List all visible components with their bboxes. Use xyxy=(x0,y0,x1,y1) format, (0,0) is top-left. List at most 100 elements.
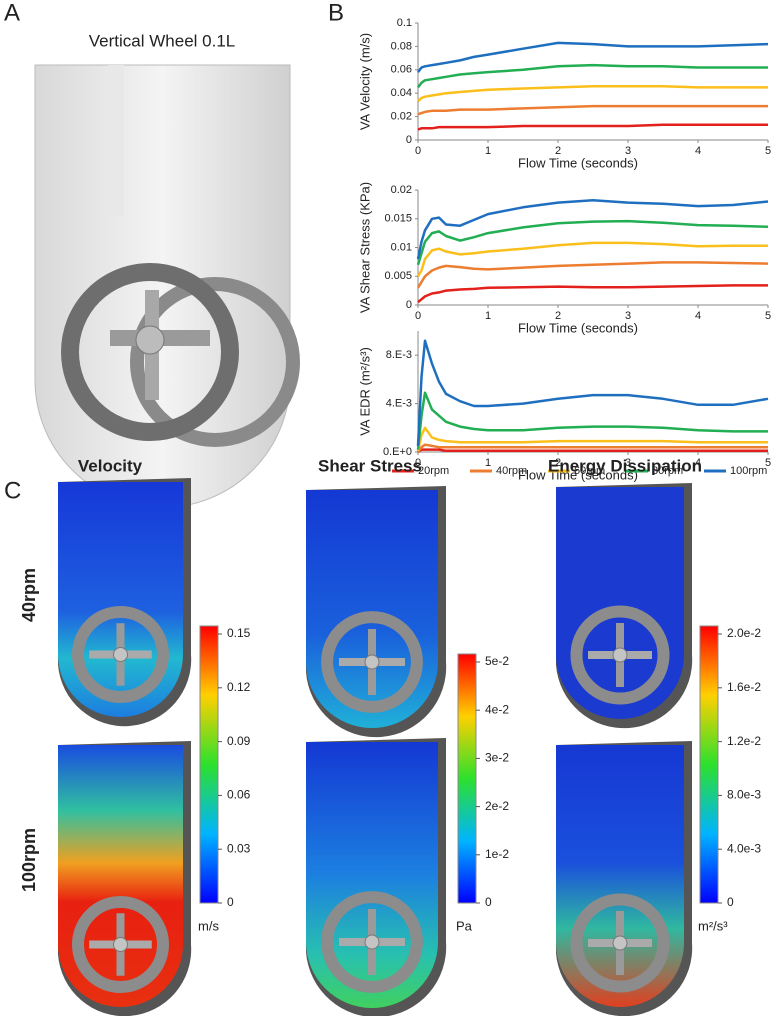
colorbar-tick-label: 0 xyxy=(727,895,734,909)
contour-render xyxy=(556,483,693,729)
hub xyxy=(364,934,380,950)
legend-label: 100rpm xyxy=(730,465,767,477)
row-label: 100rpm xyxy=(19,828,39,892)
colorbar-tick-label: 2e-2 xyxy=(485,799,509,813)
wheel-rim xyxy=(321,611,423,713)
x-tick-label: 1 xyxy=(485,310,491,322)
x-tick-label: 2 xyxy=(555,310,561,322)
colorbar xyxy=(457,653,477,904)
x-tick-label: 0 xyxy=(415,457,421,469)
x-tick-label: 2 xyxy=(555,145,561,157)
y-tick-label: 0.E+0 xyxy=(383,446,412,458)
hub xyxy=(612,935,628,951)
y-tick-label: 0.02 xyxy=(391,184,412,196)
contour-render xyxy=(306,738,447,1016)
y-tick-label: 0 xyxy=(406,299,412,311)
x-tick-label: 3 xyxy=(625,145,631,157)
series-line xyxy=(417,448,768,454)
colorbar-tick-label: 1e-2 xyxy=(485,847,509,861)
contour-render xyxy=(306,486,447,738)
series-line xyxy=(416,241,768,277)
hub xyxy=(612,647,628,663)
series-line xyxy=(417,123,768,131)
column-title: Shear Stress xyxy=(318,456,422,475)
colorbar-tick-label: 0 xyxy=(485,895,492,909)
x-tick-label: 5 xyxy=(765,457,771,469)
column-title: Velocity xyxy=(78,456,143,475)
colorbar-tick-label: 0.06 xyxy=(227,788,251,802)
x-tick-label: 5 xyxy=(765,145,771,157)
x-tick-label: 4 xyxy=(695,145,701,157)
y-tick-label: 8.E-3 xyxy=(386,349,412,361)
hub xyxy=(113,647,128,662)
x-tick-label: 4 xyxy=(695,457,701,469)
x-axis-label: Flow Time (seconds) xyxy=(518,320,638,335)
x-tick-label: 3 xyxy=(625,310,631,322)
series-line xyxy=(417,284,768,304)
wheel-rim xyxy=(321,891,423,993)
wheel-rim xyxy=(570,605,670,705)
y-tick-label: 0.04 xyxy=(391,87,412,99)
series-line xyxy=(416,391,768,450)
y-tick-label: 0.1 xyxy=(397,17,412,29)
colorbar-unit: m/s xyxy=(198,918,219,933)
shaft xyxy=(108,65,124,215)
y-tick-label: 0.06 xyxy=(391,64,412,76)
panel-a-title: Vertical Wheel 0.1L xyxy=(89,31,235,50)
y-tick-label: 0.08 xyxy=(391,40,412,52)
x-axis-label: Flow Time (seconds) xyxy=(518,155,638,170)
legend-label: 60rpm xyxy=(574,465,605,477)
x-tick-label: 1 xyxy=(485,145,491,157)
colorbar-tick-label: 1.6e-2 xyxy=(727,680,761,694)
row-label: 40rpm xyxy=(19,568,39,622)
y-tick-label: 0 xyxy=(406,134,412,146)
panel-label: B xyxy=(328,0,344,26)
y-axis-label: VA Velocity (m/s) xyxy=(357,33,372,130)
contour-field xyxy=(556,487,684,719)
series-line xyxy=(416,199,769,260)
colorbar-tick-label: 1.2e-2 xyxy=(727,734,761,748)
wheel-rim xyxy=(570,893,670,993)
panel-label: C xyxy=(4,477,21,504)
y-tick-label: 0.02 xyxy=(391,111,412,123)
y-axis-label: VA EDR (m²/s³) xyxy=(357,347,372,436)
series-line xyxy=(417,41,769,73)
contour-field xyxy=(306,490,438,728)
panel-label: A xyxy=(4,0,20,26)
colorbar-tick-label: 0.15 xyxy=(227,626,251,640)
y-tick-label: 0.01 xyxy=(391,241,412,253)
colorbar-tick-label: 0 xyxy=(227,895,234,909)
contour-render xyxy=(556,741,693,1016)
hub xyxy=(135,325,165,355)
series-line xyxy=(416,63,768,89)
y-tick-label: 4.E-3 xyxy=(386,398,412,410)
wheel-rim xyxy=(130,277,300,447)
wheel-rim xyxy=(72,896,169,993)
x-tick-label: 0 xyxy=(415,145,421,157)
hub xyxy=(113,937,128,952)
legend-label: 20rpm xyxy=(418,465,449,477)
x-tick-label: 0 xyxy=(415,310,421,322)
x-tick-label: 4 xyxy=(695,310,701,322)
colorbar-tick-label: 0.03 xyxy=(227,841,251,855)
colorbar-tick-label: 3e-2 xyxy=(485,751,509,765)
colorbar xyxy=(199,625,219,904)
y-tick-label: 0.005 xyxy=(384,270,412,282)
x-tick-label: 5 xyxy=(765,310,771,322)
colorbar-tick-label: 0.12 xyxy=(227,680,251,694)
colorbar xyxy=(699,625,719,904)
series-line xyxy=(416,426,768,452)
colorbar-unit: m²/s³ xyxy=(698,918,728,933)
colorbar-tick-label: 4e-2 xyxy=(485,702,509,716)
series-line xyxy=(416,261,769,289)
colorbar-tick-label: 8.0e-3 xyxy=(727,788,761,802)
bioreactor-render xyxy=(34,64,300,508)
wheel-rim xyxy=(72,606,169,703)
series-line xyxy=(417,104,768,116)
x-tick-label: 3 xyxy=(625,457,631,469)
series-line xyxy=(416,219,769,266)
column-title: Energy Dissipation xyxy=(548,456,702,475)
wheel-rim xyxy=(61,263,239,441)
contour-render xyxy=(58,741,192,1016)
hub xyxy=(364,654,380,670)
